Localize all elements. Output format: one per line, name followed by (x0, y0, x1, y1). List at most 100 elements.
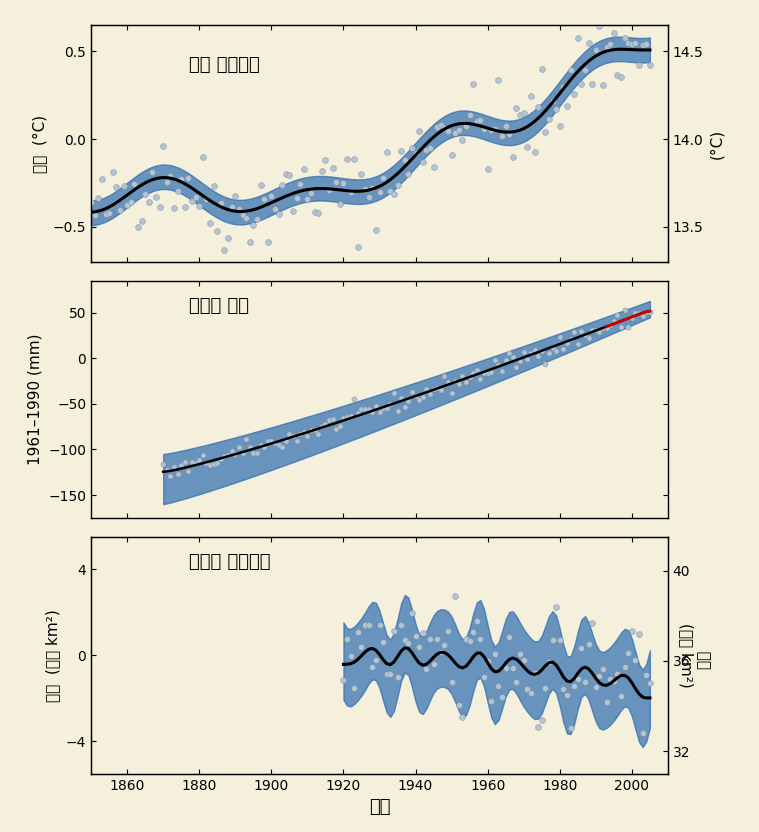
Point (233, 202, 245, 215)
Point (258, 440, 270, 453)
Point (594, 670, 606, 683)
Point (528, 344, 540, 357)
Point (546, 341, 559, 354)
Point (291, 192, 303, 206)
Point (431, 632, 443, 646)
Point (435, 646, 447, 659)
Point (215, 452, 227, 465)
Point (474, 632, 487, 646)
Point (114, 204, 126, 217)
Point (543, 112, 555, 126)
Point (590, 323, 602, 336)
Point (478, 367, 490, 380)
Point (370, 399, 382, 413)
Point (456, 711, 468, 724)
Point (244, 235, 256, 249)
Point (266, 190, 278, 203)
Point (586, 323, 598, 336)
Point (629, 653, 641, 666)
Point (269, 202, 281, 215)
Point (186, 455, 198, 468)
Point (316, 165, 328, 178)
Point (345, 409, 357, 423)
Point (442, 625, 454, 638)
Point (395, 618, 408, 631)
Point (464, 371, 476, 384)
Point (229, 448, 241, 461)
Point (565, 63, 577, 77)
Point (132, 220, 144, 234)
Point (294, 177, 307, 191)
Point (367, 181, 379, 195)
Point (540, 358, 552, 371)
Point (254, 179, 266, 192)
Point (446, 386, 458, 399)
Point (280, 168, 292, 181)
X-axis label: 년도: 년도 (369, 798, 390, 816)
Point (536, 344, 548, 358)
Point (540, 681, 552, 695)
Point (579, 64, 591, 77)
Point (312, 207, 324, 220)
Point (572, 32, 584, 45)
Point (323, 184, 335, 197)
Point (532, 100, 544, 113)
Y-axis label: 1961–1990 (mm): 1961–1990 (mm) (27, 334, 43, 465)
Point (521, 683, 534, 696)
Point (485, 365, 497, 379)
Point (204, 216, 216, 230)
Point (172, 468, 184, 481)
Point (208, 180, 220, 193)
Point (550, 344, 562, 358)
Point (384, 185, 396, 198)
Point (139, 187, 151, 201)
Point (338, 412, 350, 425)
Point (215, 196, 227, 210)
Point (561, 337, 573, 350)
Y-axis label: 편자  (°C): 편자 (°C) (32, 114, 47, 172)
Point (359, 183, 371, 196)
Point (298, 163, 310, 176)
Point (359, 618, 371, 631)
Point (388, 386, 400, 399)
Point (410, 630, 422, 643)
Point (251, 212, 263, 225)
Point (355, 167, 367, 181)
Point (612, 667, 624, 681)
Point (637, 39, 649, 52)
Point (247, 446, 260, 459)
Point (398, 634, 411, 647)
Point (363, 618, 375, 631)
Point (471, 114, 483, 127)
Point (439, 638, 451, 651)
Point (93, 191, 105, 205)
Point (525, 686, 537, 699)
Point (586, 616, 598, 629)
Point (413, 124, 425, 137)
Point (431, 121, 443, 134)
Point (363, 403, 375, 416)
Point (305, 423, 317, 437)
Point (341, 633, 353, 646)
Point (485, 123, 497, 136)
Point (590, 44, 602, 57)
Point (222, 448, 235, 462)
Point (439, 369, 451, 383)
Point (554, 633, 566, 646)
Point (503, 346, 515, 359)
Point (406, 386, 418, 399)
Point (200, 457, 213, 470)
Point (305, 186, 317, 200)
Point (528, 666, 540, 680)
Point (420, 144, 433, 157)
Point (641, 37, 653, 51)
Point (326, 161, 339, 175)
Point (244, 440, 256, 453)
Point (503, 127, 515, 141)
Point (384, 398, 396, 411)
Point (330, 423, 342, 436)
Point (291, 434, 303, 448)
Point (413, 641, 425, 654)
Point (446, 675, 458, 688)
Point (240, 432, 252, 445)
